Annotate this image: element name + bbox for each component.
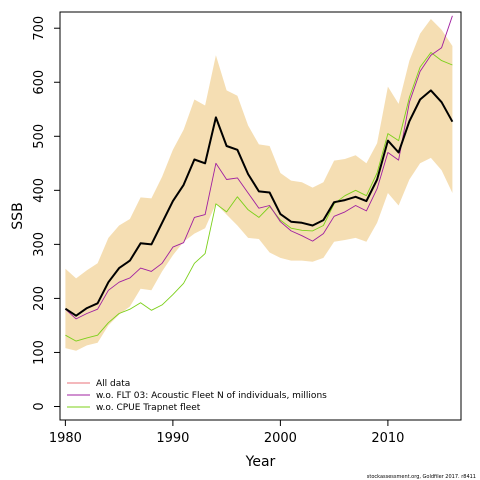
series-line-1 xyxy=(65,15,453,320)
y-tick-label: 0 xyxy=(32,402,47,410)
x-tick-label: 1980 xyxy=(49,431,82,446)
series-line-0 xyxy=(64,89,454,317)
x-tick-label: 2000 xyxy=(264,431,297,446)
x-tick-label: 1990 xyxy=(156,431,189,446)
credit-text: stockassessment.org, Goldfiler 2017. r84… xyxy=(367,474,476,480)
y-tick-label: 400 xyxy=(32,178,47,203)
x-axis-title: Year xyxy=(245,454,276,470)
plot-frame xyxy=(59,11,462,421)
y-tick-label: 100 xyxy=(32,340,47,365)
legend-label-2: w.o. CPUE Trapnet fleet xyxy=(96,403,201,413)
legend: All data w.o. FLT 03: Acoustic Fleet N of… xyxy=(67,379,327,413)
y-tick-label: 300 xyxy=(32,232,47,257)
axes-layer: 1980 1990 2000 2010 0 100 200 300 400 500 600 700 xyxy=(32,16,404,446)
y-tick-label: 700 xyxy=(32,16,47,41)
y-tick-label: 200 xyxy=(32,286,47,311)
legend-label-0: All data xyxy=(96,379,130,389)
y-axis-title: SSB xyxy=(10,202,26,229)
legend-label-1: w.o. FLT 03: Acoustic Fleet N of individ… xyxy=(96,391,327,401)
confidence-band xyxy=(65,19,453,351)
series-line-2 xyxy=(65,52,453,342)
y-tick-label: 500 xyxy=(32,124,47,149)
confidence-band-layer xyxy=(65,19,453,351)
y-tick-label: 600 xyxy=(32,70,47,95)
x-tick-label: 2010 xyxy=(371,431,404,446)
series-lines-layer xyxy=(64,15,454,342)
